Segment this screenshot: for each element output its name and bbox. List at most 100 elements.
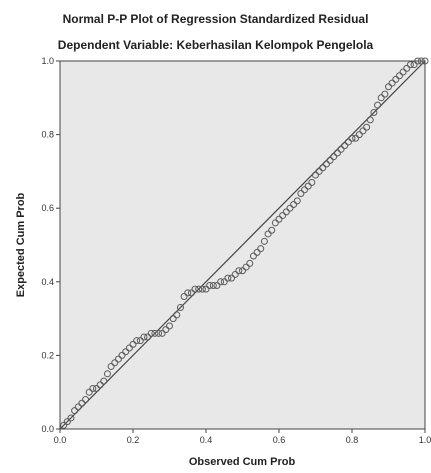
data-point xyxy=(151,329,159,337)
data-point xyxy=(308,178,316,186)
data-point xyxy=(118,351,126,359)
data-point xyxy=(275,215,283,223)
y-tick-label: 0.4 xyxy=(41,277,54,287)
data-point xyxy=(355,131,363,139)
y-tick-label: 0.2 xyxy=(41,350,54,360)
data-point xyxy=(231,270,239,278)
data-point xyxy=(235,267,243,275)
data-point xyxy=(144,333,152,341)
data-point xyxy=(260,237,268,245)
data-point xyxy=(333,149,341,157)
data-point xyxy=(100,377,108,385)
data-point xyxy=(125,344,133,352)
data-point xyxy=(93,385,100,393)
data-point xyxy=(406,61,414,69)
data-point xyxy=(187,289,195,297)
x-tick-label: 1.0 xyxy=(419,435,431,445)
x-tick-label: 0.4 xyxy=(200,435,213,445)
data-point xyxy=(421,57,429,65)
data-points xyxy=(60,57,429,429)
data-point xyxy=(89,385,97,393)
data-point xyxy=(71,407,79,415)
data-point xyxy=(290,201,298,209)
data-point xyxy=(67,414,75,422)
data-point xyxy=(184,289,192,297)
data-point xyxy=(114,355,122,363)
data-point xyxy=(103,370,111,378)
y-tick-label: 0.8 xyxy=(41,130,54,140)
data-point xyxy=(217,278,225,286)
data-point xyxy=(322,160,330,168)
data-point xyxy=(133,337,141,345)
data-point xyxy=(249,252,257,260)
data-point xyxy=(414,57,422,65)
data-point xyxy=(304,182,312,190)
data-point xyxy=(374,101,382,109)
data-point xyxy=(147,329,155,337)
data-point xyxy=(366,116,374,124)
x-tick-label: 0.8 xyxy=(346,435,359,445)
data-point xyxy=(315,167,323,175)
x-axis: 0.0 0.2 0.4 0.6 0.8 1.0 xyxy=(54,429,431,445)
data-point xyxy=(330,153,338,161)
data-point xyxy=(220,278,228,286)
data-point xyxy=(264,230,272,238)
data-point xyxy=(63,418,71,426)
data-point xyxy=(242,263,250,271)
data-point xyxy=(279,212,287,220)
data-point xyxy=(385,83,392,91)
chart-title: Normal P-P Plot of Regression Standardiz… xyxy=(62,12,369,26)
x-tick-label: 0.6 xyxy=(273,435,286,445)
data-point xyxy=(286,204,294,212)
data-point xyxy=(191,285,199,293)
data-point xyxy=(224,274,232,282)
data-point xyxy=(176,304,184,312)
data-point xyxy=(337,145,345,153)
data-point xyxy=(228,274,236,282)
data-point xyxy=(136,337,144,345)
data-point xyxy=(268,226,276,234)
data-point xyxy=(363,123,371,131)
data-point xyxy=(162,326,170,334)
data-point xyxy=(377,94,385,102)
data-point xyxy=(403,64,411,72)
data-point xyxy=(239,267,246,275)
data-point xyxy=(395,72,403,80)
x-axis-label: Observed Cum Prob xyxy=(189,456,296,468)
data-point xyxy=(180,293,188,301)
data-point xyxy=(293,197,301,205)
data-point xyxy=(399,68,407,76)
data-point xyxy=(253,248,261,256)
chart-subtitle: Dependent Variable: Keberhasilan Kelompo… xyxy=(57,38,374,52)
reference-line xyxy=(59,60,426,430)
y-tick-label: 1.0 xyxy=(41,56,54,66)
data-point xyxy=(107,362,115,370)
data-point xyxy=(173,311,181,319)
data-point xyxy=(155,329,163,337)
data-point xyxy=(158,329,166,337)
data-point xyxy=(410,61,418,69)
data-point xyxy=(209,281,217,289)
data-point xyxy=(140,333,148,341)
data-point xyxy=(82,396,90,404)
data-point xyxy=(78,399,86,407)
data-point xyxy=(169,315,177,323)
data-point xyxy=(271,219,279,227)
data-point xyxy=(341,142,349,150)
data-point xyxy=(282,208,290,216)
x-tick-label: 0.2 xyxy=(127,435,140,445)
data-point xyxy=(344,138,352,146)
data-point xyxy=(198,285,206,293)
data-point xyxy=(122,348,130,356)
data-point xyxy=(319,164,327,172)
data-point xyxy=(111,359,119,367)
y-axis: 0.0 0.2 0.4 0.6 0.8 1.0 xyxy=(41,56,60,434)
data-point xyxy=(129,340,137,348)
data-point xyxy=(348,134,356,142)
data-point xyxy=(359,127,367,135)
data-point xyxy=(312,171,319,179)
data-point xyxy=(370,109,378,117)
data-point xyxy=(301,186,309,194)
data-point xyxy=(60,421,68,429)
data-point xyxy=(96,381,104,389)
